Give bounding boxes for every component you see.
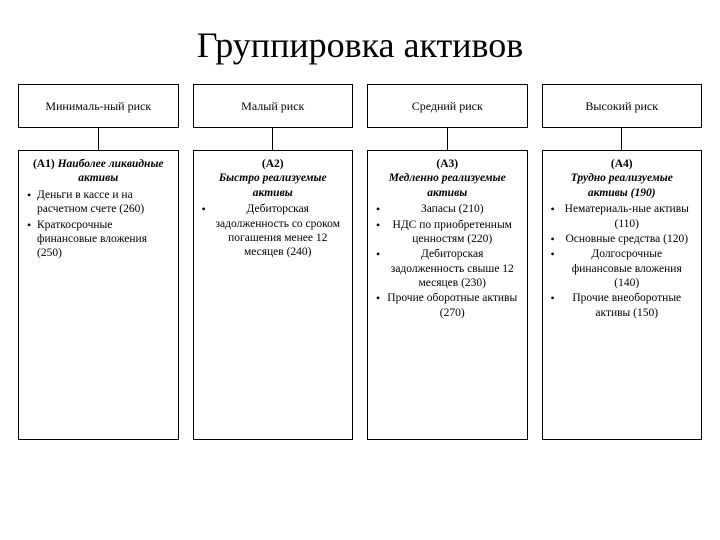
- connector-a1: [98, 128, 99, 150]
- detail-subtitle: Быстро реализуемые активы: [202, 171, 345, 200]
- connector-a4: [621, 128, 622, 150]
- list-item: Долгосрочные финансовые вложения (140): [551, 247, 694, 290]
- detail-code: (А3): [376, 157, 519, 171]
- list-item: Прочие внеоборотные активы (150): [551, 291, 694, 320]
- page-title: Группировка активов: [0, 0, 720, 84]
- detail-subtitle: Трудно реализуемые активы (190): [551, 171, 694, 200]
- detail-code: (А2): [202, 157, 345, 171]
- column-a2: Малый риск (А2) Быстро реализуемые актив…: [193, 84, 354, 440]
- detail-box-a1: (А1) Наиболее ликвидные активы Деньги в …: [18, 150, 179, 440]
- list-item: Дебиторская задолженность со сроком пога…: [202, 202, 345, 260]
- detail-heading-a3: (А3) Медленно реализуемые активы: [376, 157, 519, 200]
- list-item: Основные средства (120): [551, 232, 694, 246]
- list-item: Краткосрочные финансовые вложения (250): [27, 218, 170, 261]
- detail-list-a3: Запасы (210) НДС по приобретенным ценнос…: [376, 202, 519, 320]
- detail-heading-a1: (А1) Наиболее ликвидные активы: [27, 157, 170, 186]
- risk-label: Минималь-ный риск: [45, 99, 151, 113]
- list-item: НДС по приобретенным ценностям (220): [376, 218, 519, 247]
- list-item: Дебиторская задолженность свыше 12 месяц…: [376, 247, 519, 290]
- risk-box-a3: Средний риск: [367, 84, 528, 128]
- detail-code: (А1): [33, 158, 55, 170]
- detail-subtitle: Медленно реализуемые активы: [376, 171, 519, 200]
- list-item: Нематериаль-ные активы (110): [551, 202, 694, 231]
- column-a4: Высокий риск (А4) Трудно реализуемые акт…: [542, 84, 703, 440]
- list-item: Запасы (210): [376, 202, 519, 216]
- risk-box-a1: Минималь-ный риск: [18, 84, 179, 128]
- risk-label: Малый риск: [241, 99, 304, 113]
- connector-a2: [272, 128, 273, 150]
- risk-label: Высокий риск: [585, 99, 658, 113]
- detail-heading-a4: (А4) Трудно реализуемые активы (190): [551, 157, 694, 200]
- detail-list-a4: Нематериаль-ные активы (110) Основные ср…: [551, 202, 694, 320]
- detail-box-a4: (А4) Трудно реализуемые активы (190) Нем…: [542, 150, 703, 440]
- detail-heading-a2: (А2) Быстро реализуемые активы: [202, 157, 345, 200]
- detail-list-a2: Дебиторская задолженность со сроком пога…: [202, 202, 345, 260]
- connector-a3: [447, 128, 448, 150]
- columns-container: Минималь-ный риск (А1) Наиболее ликвидны…: [0, 84, 720, 440]
- column-a1: Минималь-ный риск (А1) Наиболее ликвидны…: [18, 84, 179, 440]
- list-item: Деньги в кассе и на расчетном счете (260…: [27, 188, 170, 217]
- detail-list-a1: Деньги в кассе и на расчетном счете (260…: [27, 188, 170, 261]
- detail-code: (А4): [551, 157, 694, 171]
- detail-box-a2: (А2) Быстро реализуемые активы Дебиторск…: [193, 150, 354, 440]
- risk-box-a4: Высокий риск: [542, 84, 703, 128]
- risk-box-a2: Малый риск: [193, 84, 354, 128]
- list-item: Прочие оборотные активы (270): [376, 291, 519, 320]
- detail-box-a3: (А3) Медленно реализуемые активы Запасы …: [367, 150, 528, 440]
- column-a3: Средний риск (А3) Медленно реализуемые а…: [367, 84, 528, 440]
- risk-label: Средний риск: [412, 99, 483, 113]
- detail-subtitle: Наиболее ликвидные активы: [58, 158, 164, 184]
